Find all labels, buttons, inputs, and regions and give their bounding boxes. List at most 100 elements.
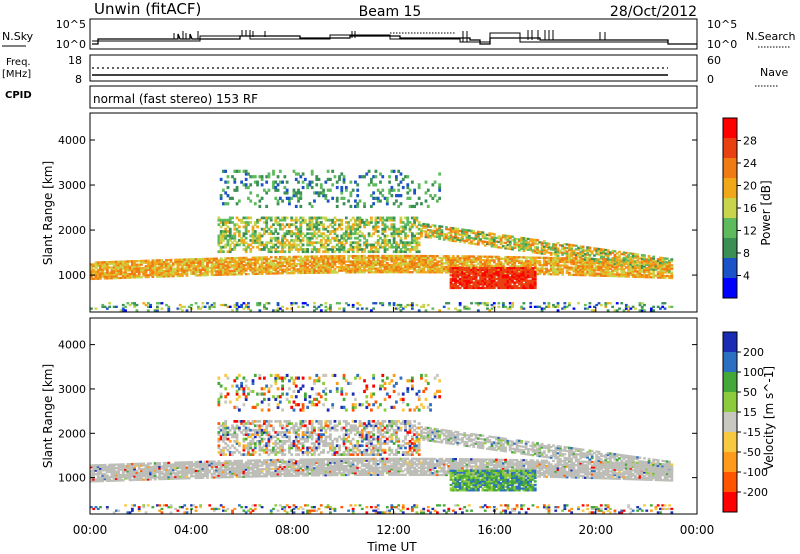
echo-cell (390, 194, 394, 198)
echo-cell (404, 305, 407, 308)
echo-cell (233, 227, 237, 231)
echo-cell (483, 259, 487, 262)
echo-cell (260, 241, 264, 245)
echo-cell (108, 260, 111, 264)
echo-cell (329, 256, 332, 260)
echo-cell (568, 254, 571, 257)
echo-cell (508, 244, 512, 247)
echo-cell (397, 245, 401, 249)
echo-cell (417, 250, 421, 254)
echo-cell (463, 272, 467, 275)
echo-cell (151, 273, 155, 277)
echo-cell (533, 238, 537, 242)
echo-cell (237, 199, 241, 203)
echo-cell (283, 175, 287, 179)
echo-cell (308, 271, 312, 274)
echo-cell (479, 286, 483, 290)
echo-cell (538, 263, 542, 267)
echo-cell (620, 273, 624, 276)
echo-cell (226, 202, 230, 206)
echo-cell (351, 303, 355, 307)
echo-cell (392, 269, 396, 272)
echo-cell (347, 236, 350, 240)
echo-cell (481, 274, 485, 277)
echo-cell (149, 472, 152, 476)
echo-cell (115, 477, 118, 480)
echo-cell (420, 229, 423, 233)
echo-cell (126, 267, 130, 270)
echo-cell (262, 188, 266, 192)
echo-cell (121, 262, 125, 265)
echo-cell (181, 309, 184, 312)
echo-cell (467, 257, 471, 260)
echo-cell (424, 180, 428, 184)
echo-cell (151, 266, 155, 269)
echo-cell (506, 238, 510, 241)
echo-cell (105, 262, 109, 266)
echo-cell (383, 234, 387, 238)
echo-cell (536, 246, 539, 249)
echo-cell (292, 239, 296, 242)
echo-cell (558, 264, 562, 267)
echo-cell (126, 473, 130, 477)
echo-cell (381, 218, 385, 222)
echo-cell (399, 254, 403, 258)
echo-cell (115, 474, 118, 477)
echo-cell (645, 274, 649, 277)
echo-cell (124, 470, 127, 473)
echo-cell (228, 239, 232, 242)
echo-cell (376, 262, 380, 265)
echo-cell (272, 243, 275, 247)
echo-cell (461, 284, 464, 288)
colorbar-swatch (723, 178, 737, 199)
echo-cell (358, 239, 362, 242)
echo-cell (237, 218, 241, 222)
echo-cell (590, 270, 594, 273)
echo-cell (426, 204, 430, 209)
echo-cell (451, 256, 455, 260)
echo-cell (454, 277, 457, 281)
echo-cell (201, 259, 205, 262)
echo-cell (381, 227, 385, 231)
echo-cell (456, 274, 460, 277)
echo-cell (620, 258, 624, 261)
echo-cell (640, 309, 644, 312)
echo-cell (367, 169, 371, 173)
echo-cell (315, 269, 319, 273)
echo-cell (574, 262, 578, 266)
echo-cell (276, 261, 280, 264)
echo-cell (354, 221, 357, 224)
echo-cell (376, 239, 380, 242)
echo-cell (665, 268, 669, 271)
echo-cell (608, 265, 612, 269)
echo-cell (417, 258, 421, 261)
echo-cell (135, 471, 139, 474)
echo-cell (169, 258, 173, 262)
echo-cell (235, 262, 239, 265)
echo-cell (476, 257, 480, 260)
echo-cell (219, 177, 223, 182)
echo-cell (479, 268, 483, 272)
echo-cell (445, 233, 448, 236)
echo-cell (133, 464, 137, 467)
echo-cell (117, 266, 121, 269)
echo-cell (306, 250, 310, 254)
echo-cell (474, 259, 478, 262)
echo-cell (413, 204, 417, 209)
echo-cell (228, 243, 232, 247)
echo-cell (647, 256, 651, 260)
echo-cell (395, 260, 398, 263)
echo-cell (358, 223, 362, 227)
echo-cell (590, 263, 594, 266)
echo-cell (615, 309, 619, 312)
echo-cell (545, 260, 549, 263)
echo-cell (226, 257, 230, 260)
echo-cell (194, 261, 198, 264)
echo-cell (385, 234, 389, 238)
echo-cell (390, 227, 394, 231)
echo-cell (458, 272, 462, 275)
echo-cell (262, 267, 266, 270)
echo-cell (101, 262, 105, 266)
echo-cell (513, 256, 517, 259)
echo-cell (356, 250, 360, 254)
